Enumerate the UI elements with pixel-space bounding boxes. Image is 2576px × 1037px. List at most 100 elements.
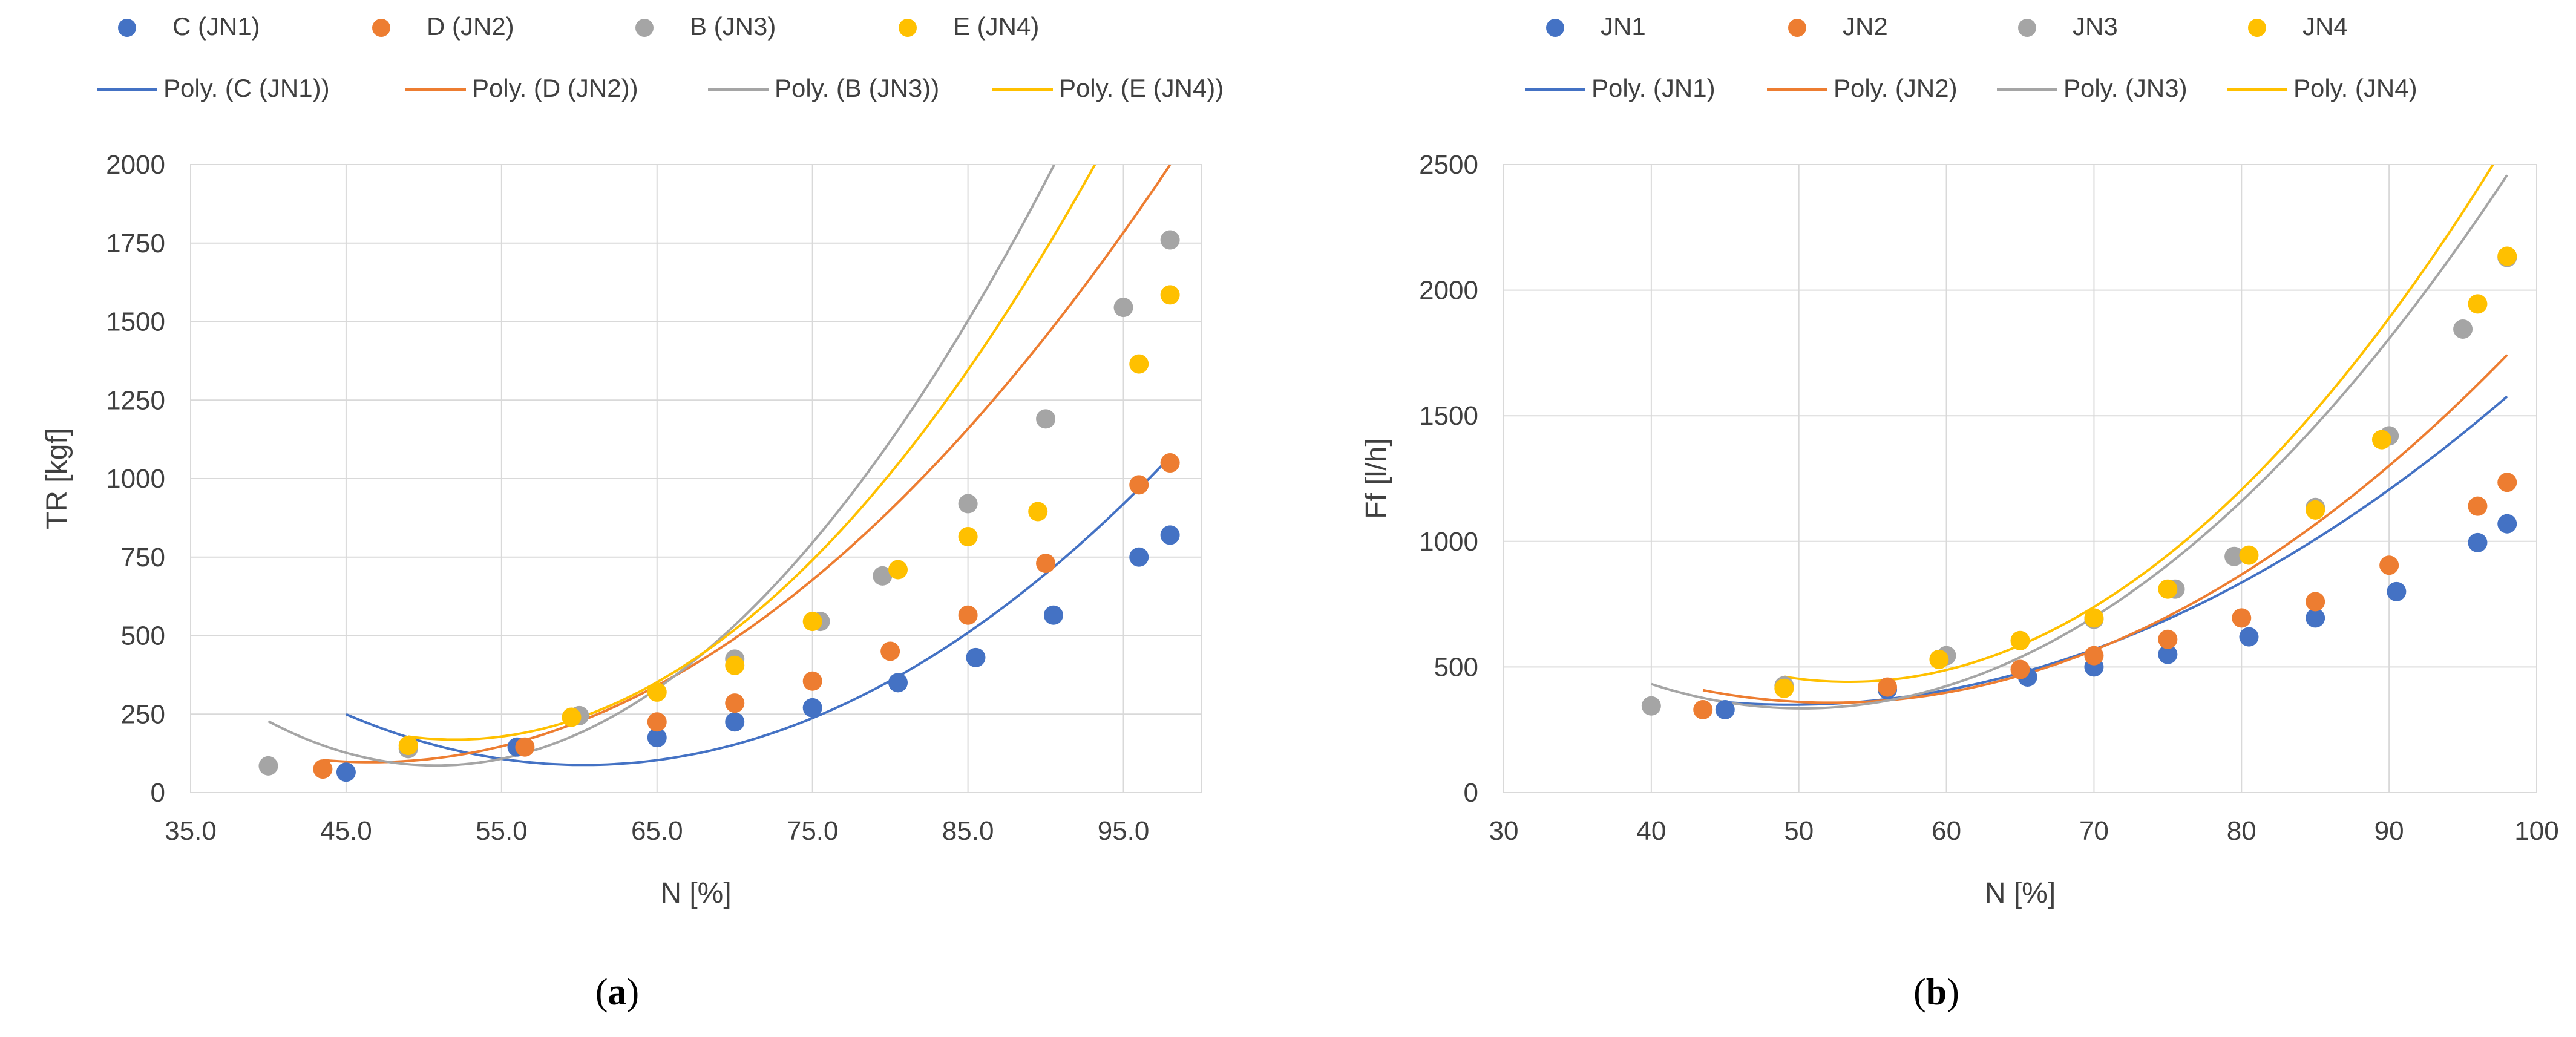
- y-tick-label: 1500: [1419, 401, 1478, 431]
- legend-marker-jn4: [899, 19, 917, 37]
- y-tick-label: 2000: [1419, 276, 1478, 306]
- x-tick-label: 90: [2374, 816, 2404, 846]
- trendline-jn1: [346, 456, 1172, 767]
- trendline-jn4: [408, 165, 1096, 741]
- legend-marker-jn3: [635, 19, 654, 37]
- data-point-jn4: [1929, 649, 1949, 669]
- legend-trend-label-jn2: Poly. (D (JN2)): [472, 74, 638, 102]
- data-point-jn2: [2010, 659, 2030, 679]
- data-point-jn2: [725, 693, 745, 713]
- x-tick-label: 40: [1636, 816, 1666, 846]
- data-point-jn1: [1043, 605, 1063, 625]
- trendline-jn2: [323, 165, 1172, 764]
- y-tick-label: 500: [121, 621, 165, 651]
- trendline-jn4: [1783, 165, 2495, 683]
- legend-label-jn2: D (JN2): [427, 12, 514, 41]
- data-point-jn2: [1160, 453, 1180, 473]
- data-point-jn1: [2387, 581, 2407, 601]
- data-point-jn4: [1160, 285, 1180, 305]
- data-point-jn2: [2158, 629, 2178, 649]
- data-point-jn4: [398, 736, 418, 756]
- y-tick-label: 2500: [1419, 150, 1478, 180]
- y-tick-label: 0: [1464, 778, 1478, 808]
- data-point-jn2: [802, 671, 822, 691]
- data-point-jn3: [1641, 696, 1661, 716]
- data-point-jn1: [2239, 627, 2259, 647]
- data-point-jn4: [888, 560, 908, 580]
- data-point-jn2: [515, 737, 535, 757]
- data-point-jn1: [2468, 532, 2488, 552]
- x-tick-label: 35.0: [165, 816, 217, 846]
- y-tick-label: 1000: [106, 464, 165, 494]
- data-point-jn1: [647, 728, 667, 748]
- legend-trend-label-jn2: Poly. (JN2): [1834, 74, 1958, 102]
- data-point-jn3: [258, 756, 278, 776]
- x-tick-label: 65.0: [631, 816, 683, 846]
- trendline-jn3: [267, 165, 1056, 767]
- legend-trend-label-jn4: Poly. (JN4): [2293, 74, 2417, 102]
- data-point-jn4: [647, 682, 667, 702]
- y-tick-label: 2000: [106, 150, 165, 180]
- data-point-jn1: [2306, 608, 2325, 628]
- plot-area: [1503, 164, 2537, 793]
- data-point-jn3: [1160, 230, 1180, 250]
- y-tick-label: 500: [1434, 652, 1478, 682]
- legend-label-jn1: C (JN1): [172, 12, 260, 41]
- data-point-jn1: [725, 712, 745, 732]
- data-point-jn3: [2224, 546, 2244, 566]
- data-point-jn3: [958, 494, 978, 514]
- data-point-jn4: [725, 655, 745, 675]
- y-tick-label: 1250: [106, 385, 165, 415]
- legend-trend-label-jn1: Poly. (JN1): [1591, 74, 1716, 102]
- y-axis-title: Ff [l/h]: [1360, 438, 1392, 518]
- x-axis-title: N [%]: [660, 877, 731, 909]
- x-tick-label: 60: [1932, 816, 1961, 846]
- data-point-jn4: [1028, 502, 1048, 522]
- data-point-jn2: [1693, 699, 1713, 719]
- data-point-jn1: [2158, 644, 2178, 664]
- data-point-jn4: [2371, 430, 2391, 450]
- y-tick-label: 750: [121, 543, 165, 572]
- legend-trend-label-jn1: Poly. (C (JN1)): [163, 74, 330, 102]
- legend-label-jn3: B (JN3): [690, 12, 776, 41]
- x-tick-label: 50: [1784, 816, 1814, 846]
- data-point-jn4: [2497, 246, 2517, 266]
- data-point-jn1: [1160, 525, 1180, 545]
- data-point-jn4: [2306, 500, 2325, 520]
- x-tick-label: 70: [2079, 816, 2109, 846]
- data-point-jn3: [2453, 319, 2473, 339]
- data-point-jn2: [1036, 554, 1056, 574]
- data-point-jn2: [2084, 646, 2104, 666]
- legend-marker-jn2: [372, 19, 390, 37]
- data-point-jn3: [873, 566, 893, 586]
- data-point-jn1: [1129, 547, 1149, 567]
- legend-trend-label-jn3: Poly. (JN3): [2063, 74, 2188, 102]
- legend-marker-jn3: [2018, 19, 2036, 37]
- data-point-jn4: [562, 707, 582, 727]
- data-point-jn4: [1129, 354, 1149, 374]
- x-tick-label: 80: [2227, 816, 2256, 846]
- data-point-jn2: [1878, 677, 1898, 697]
- legend-trend-label-jn4: Poly. (E (JN4)): [1059, 74, 1224, 102]
- legend-marker-jn4: [2248, 19, 2266, 37]
- x-tick-label: 85.0: [942, 816, 994, 846]
- panel-caption: (b): [1913, 972, 1959, 1013]
- panel-caption: (a): [595, 972, 639, 1013]
- data-point-jn1: [802, 698, 822, 718]
- data-point-jn2: [958, 605, 978, 625]
- legend-label-jn3: JN3: [2073, 12, 2118, 41]
- data-point-jn4: [2084, 608, 2104, 628]
- x-tick-label: 95.0: [1098, 816, 1150, 846]
- legend-marker-jn1: [118, 19, 136, 37]
- legend-trend-label-jn3: Poly. (B (JN3)): [775, 74, 939, 102]
- data-point-jn2: [880, 641, 900, 661]
- data-point-jn1: [336, 762, 356, 782]
- legend-label-jn1: JN1: [1601, 12, 1646, 41]
- data-point-jn4: [1774, 678, 1794, 698]
- data-point-jn1: [888, 673, 908, 693]
- data-point-jn4: [2239, 545, 2259, 565]
- legend-marker-jn1: [1546, 19, 1564, 37]
- x-axis-title: N [%]: [1985, 877, 2056, 909]
- data-point-jn4: [802, 612, 822, 632]
